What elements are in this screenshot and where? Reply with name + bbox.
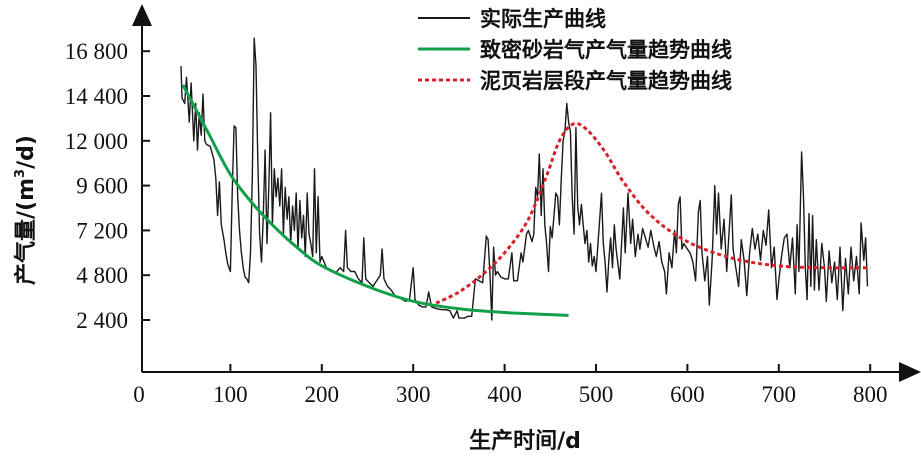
x-tick-label: 600: [670, 382, 705, 407]
x-tick-label: 400: [487, 382, 522, 407]
x-tick-label: 700: [762, 382, 797, 407]
y-axis-label: 产气量/(m3/d): [13, 135, 39, 285]
y-axis-label-sup: 3: [13, 169, 28, 178]
x-axis-arrow-icon: [899, 362, 921, 382]
x-tick-label: 300: [396, 382, 431, 407]
actual-production-line: [180, 37, 869, 321]
legend-label: 实际生产曲线: [480, 7, 606, 31]
y-tick-label: 16 800: [65, 39, 128, 64]
legend-label: 泥页岩层段产气量趋势曲线: [480, 69, 732, 93]
y-tick-label: 7 200: [76, 218, 128, 243]
y-tick-label: 2 400: [76, 308, 128, 333]
x-tick-label: 100: [213, 382, 248, 407]
x-tick-label: 0: [133, 382, 145, 407]
y-axis-arrow-icon: [132, 4, 152, 26]
y-axis-label-main: 产气量/(m: [13, 178, 39, 285]
y-tick-label: 12 000: [65, 129, 128, 154]
y-tick-label: 14 400: [65, 84, 128, 109]
x-tick-label: 500: [579, 382, 614, 407]
y-axis-label-end: /d): [14, 135, 39, 169]
x-axis-label: 生产时间/d: [469, 429, 581, 454]
y-tick-label: 4 800: [76, 263, 128, 288]
x-tick-label: 200: [305, 382, 340, 407]
legend-label: 致密砂岩气产气量趋势曲线: [480, 38, 732, 62]
x-tick-label: 800: [853, 382, 888, 407]
shale-trend-line: [435, 121, 871, 305]
tight-sandstone-trend-line: [181, 84, 569, 317]
y-tick-label: 9 600: [76, 174, 128, 199]
